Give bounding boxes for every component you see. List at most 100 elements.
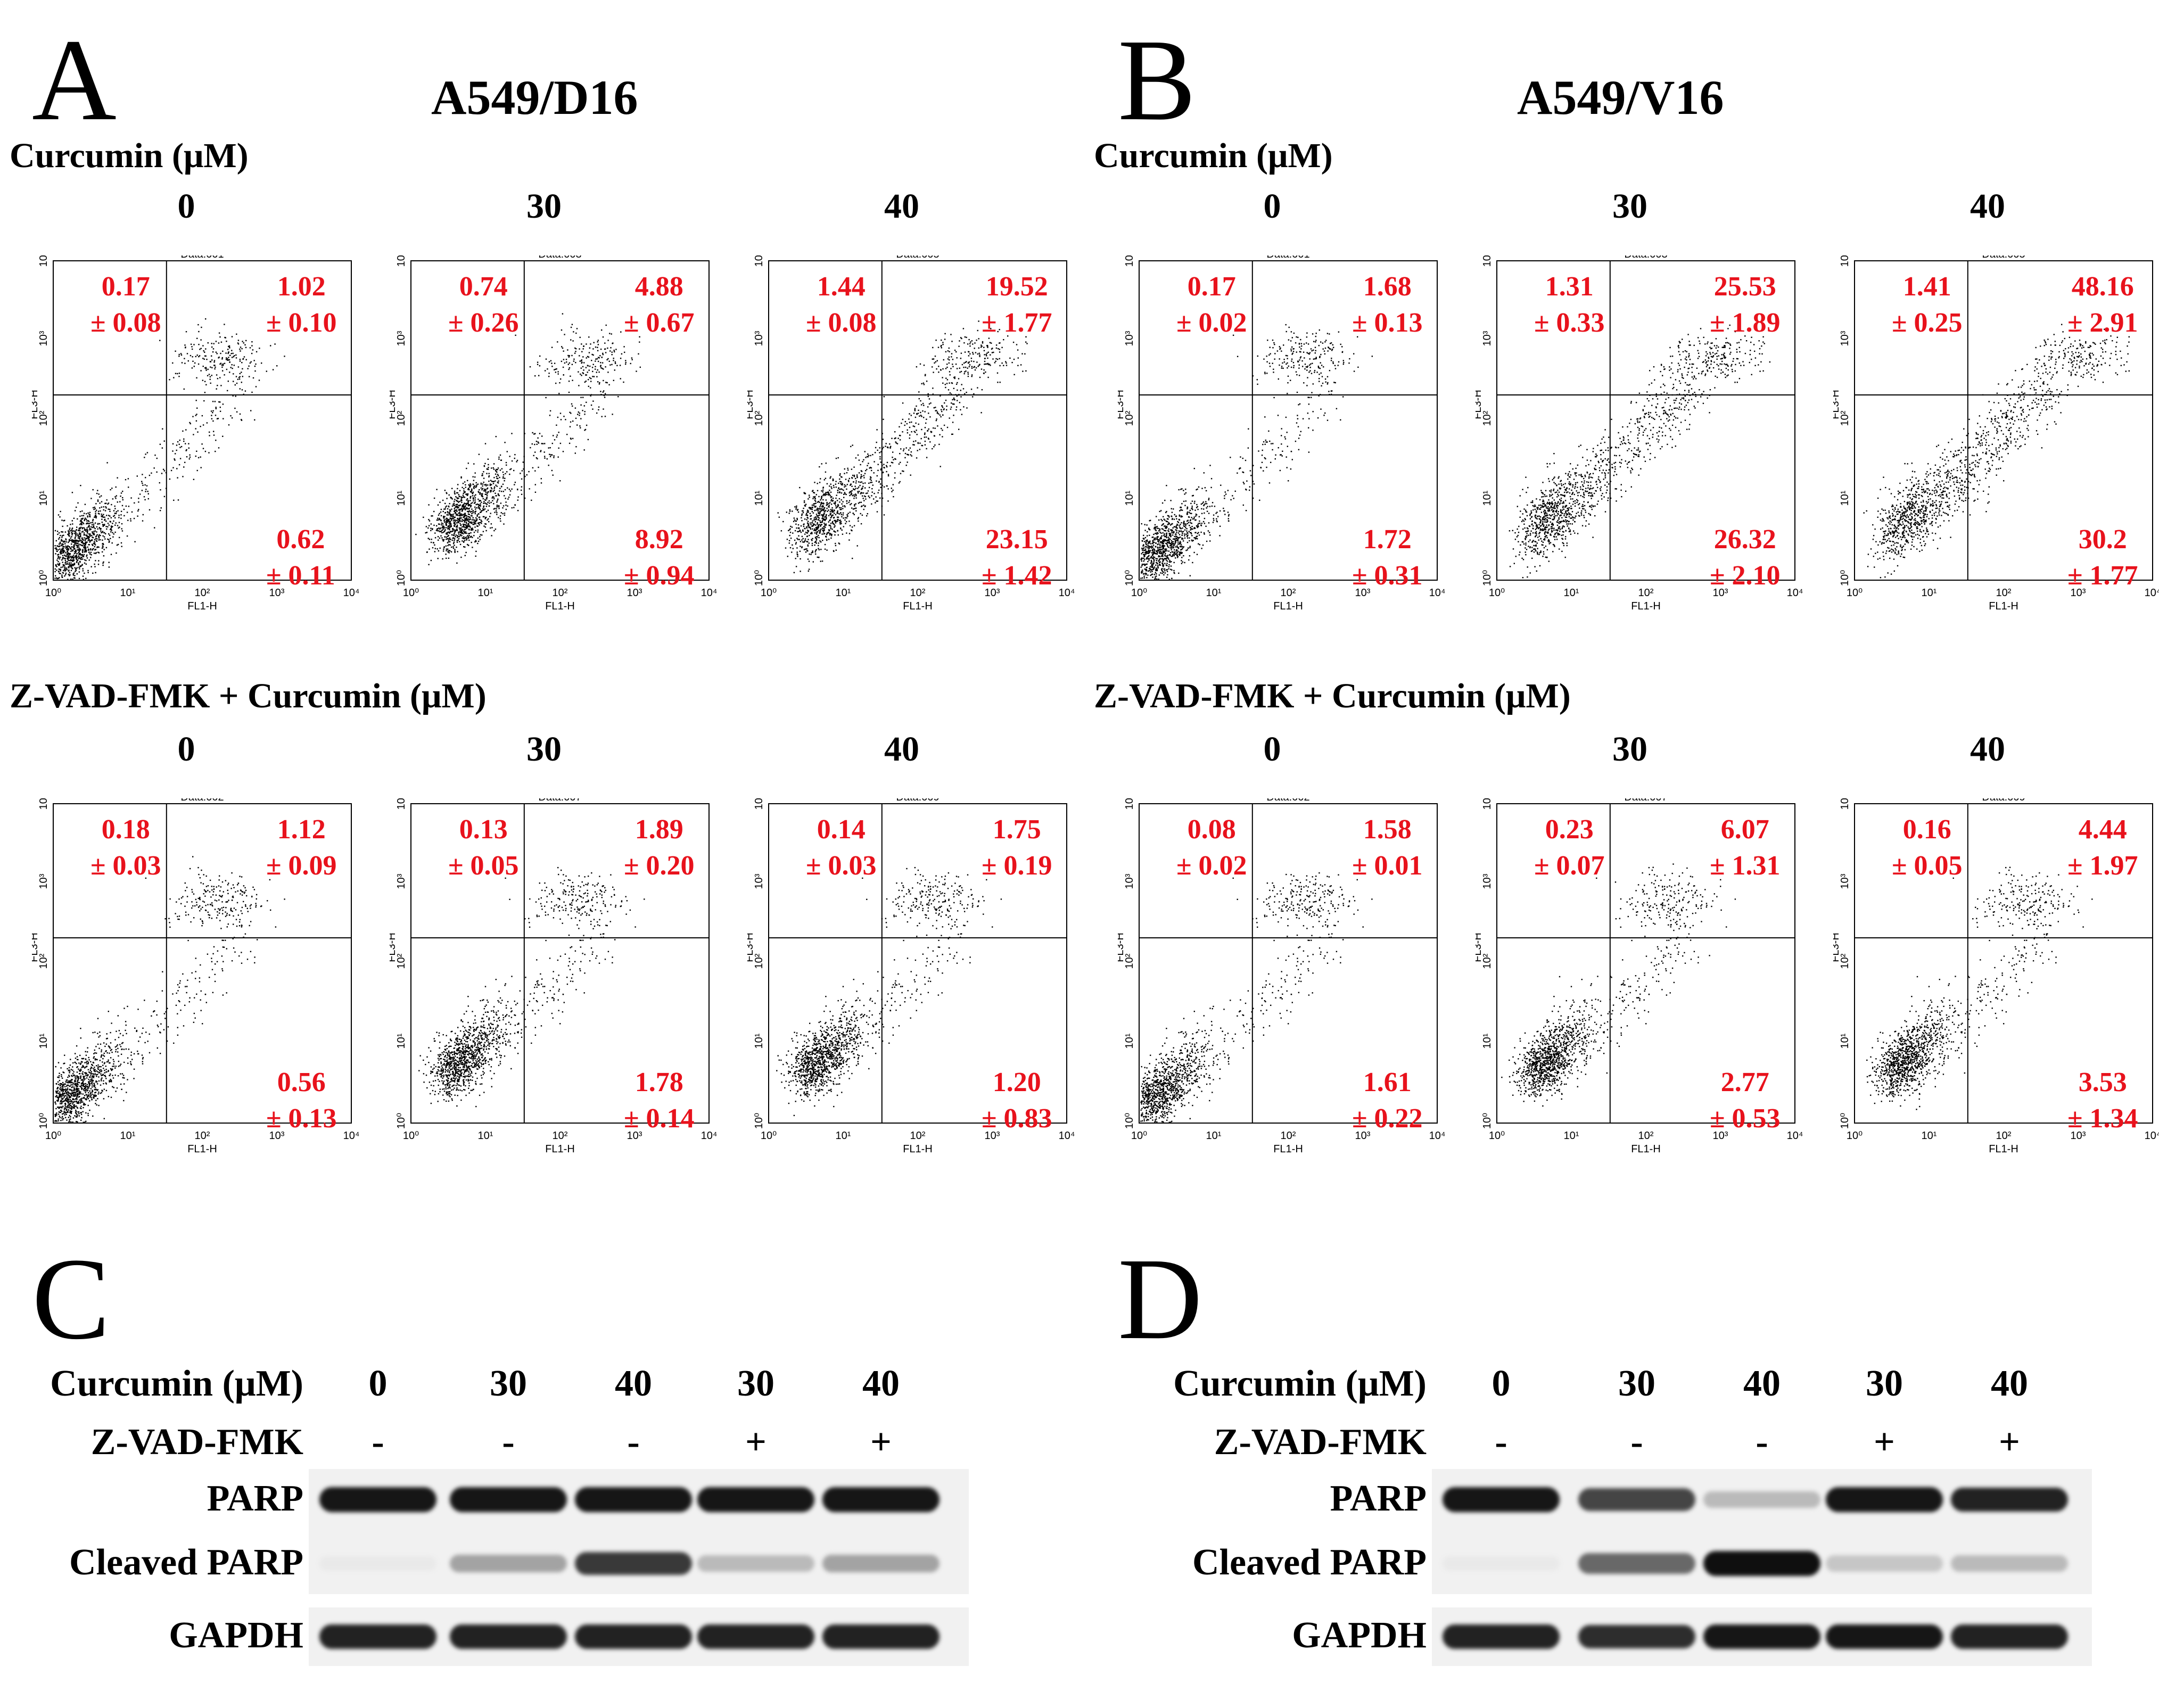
x-axis-label: FL1-H [1273, 1143, 1303, 1155]
scatter-points [776, 867, 1002, 1116]
x-tick-label: 10⁰ [761, 1130, 777, 1142]
band-parp [1443, 1487, 1560, 1512]
x-axis-label: FL1-H [1273, 600, 1303, 612]
y-tick-label: 10¹ [1839, 1033, 1851, 1049]
y-axis-label: FL3-H [32, 933, 40, 962]
quadrant-value-upper-left: 0.23 ± 0.07 [1534, 814, 1605, 881]
x-tick-label: 10² [195, 1130, 210, 1142]
band-label-gapdh: GAPDH [169, 1615, 303, 1656]
x-tick-label: 10³ [2071, 587, 2086, 599]
x-tick-label: 10⁴ [701, 587, 718, 599]
plot-frame [1854, 803, 2153, 1124]
x-tick-label: 10³ [269, 1130, 285, 1142]
y-tick-label: 10⁰ [1839, 1113, 1851, 1129]
quadrant-value-upper-right: 1.12 ± 0.09 [266, 814, 337, 881]
y-tick-label: 10¹ [753, 490, 765, 506]
conc-label-b-0-1: 30 [1612, 187, 1647, 226]
band-cleaved-parp [1703, 1550, 1820, 1577]
x-tick-label: 10⁰ [1489, 1130, 1505, 1142]
band-label-parp: PARP [207, 1478, 303, 1519]
x-tick-label: 10⁰ [45, 587, 61, 599]
quadrant-value-upper-left: 0.08 ± 0.02 [1176, 814, 1247, 881]
band-cleaved-parp [575, 1552, 692, 1575]
x-tick-label: 10¹ [478, 587, 493, 599]
x-tick-label: 10⁴ [1429, 587, 1446, 599]
row-heading-b-curcumin: Curcumin (μM) [1094, 136, 1333, 175]
y-tick-label: 10³ [1481, 331, 1493, 346]
lane-curcumin-value: 40 [1991, 1363, 2028, 1404]
y-tick-label: 10⁴ [1124, 798, 1135, 810]
x-tick-label: 10¹ [120, 1130, 136, 1142]
band-gapdh [1703, 1624, 1820, 1649]
quadrant-value-lower-right: 0.62 ± 0.11 [266, 524, 335, 591]
y-tick-label: 10² [753, 410, 765, 426]
x-tick-label: 10⁴ [1429, 1130, 1446, 1142]
scatter-points [415, 313, 641, 565]
band-cleaved-parp [822, 1554, 940, 1573]
band-gapdh [450, 1624, 567, 1649]
file-name-label: Data.005 [1982, 255, 2025, 260]
band-parp [450, 1487, 567, 1512]
y-tick-label: 10¹ [1481, 490, 1493, 506]
x-axis-label: FL1-H [545, 1143, 575, 1155]
lane-zvad-sign: - [502, 1422, 515, 1463]
x-tick-label: 10² [553, 587, 568, 599]
band-parp [1951, 1487, 2068, 1512]
quadrant-value-upper-left: 0.16 ± 0.05 [1892, 814, 1963, 881]
quadrant-value-upper-left: 1.41 ± 0.25 [1892, 271, 1963, 338]
x-tick-label: 10⁰ [403, 1130, 419, 1142]
quadrant-value-upper-left: 1.44 ± 0.08 [806, 271, 877, 338]
y-tick-label: 10⁰ [1481, 570, 1493, 586]
band-parp [1703, 1491, 1820, 1508]
x-axis-label: FL1-H [903, 600, 933, 612]
band-gapdh [1443, 1624, 1560, 1649]
band-gapdh [1826, 1624, 1943, 1649]
plot-frame [1496, 803, 1795, 1124]
x-tick-label: 10² [910, 1130, 926, 1142]
row-heading-a-curcumin: Curcumin (μM) [10, 136, 249, 175]
y-tick-label: 10⁴ [38, 798, 50, 810]
x-tick-label: 10² [1996, 587, 2012, 599]
y-tick-label: 10⁴ [1124, 255, 1135, 267]
quadrant-value-lower-right: 1.20 ± 0.83 [982, 1067, 1052, 1134]
y-tick-label: 10⁰ [753, 1113, 765, 1129]
y-tick-label: 10⁴ [1839, 255, 1851, 267]
band-gapdh [822, 1624, 940, 1649]
conc-label-a-1-0: 0 [177, 730, 195, 769]
x-tick-label: 10¹ [1564, 1130, 1579, 1142]
x-axis-label: FL1-H [1989, 1143, 2018, 1155]
y-tick-label: 10¹ [395, 490, 407, 506]
plot-frame [410, 803, 710, 1124]
x-tick-label: 10² [1281, 1130, 1296, 1142]
band-gapdh [575, 1624, 692, 1649]
scatter-points [54, 856, 285, 1123]
x-axis-label: FL1-H [545, 600, 575, 612]
x-tick-label: 10¹ [1206, 587, 1222, 599]
y-axis-label: FL3-H [747, 390, 755, 419]
quadrant-value-lower-right: 0.56 ± 0.13 [266, 1067, 337, 1134]
row-heading-b-zvad: Z-VAD-FMK + Curcumin (μM) [1094, 676, 1571, 715]
file-name-label: Data.007 [538, 798, 581, 803]
panel-letter-a: A [32, 15, 117, 145]
x-tick-label: 10² [553, 1130, 568, 1142]
y-tick-label: 10³ [1839, 331, 1851, 346]
y-tick-label: 10³ [395, 331, 407, 346]
band-gapdh [1951, 1624, 2068, 1649]
band-label-parp: PARP [1330, 1478, 1427, 1519]
x-tick-label: 10¹ [1922, 587, 1937, 599]
conc-label-a-0-1: 30 [526, 187, 562, 226]
file-name-label: Data.007 [1624, 798, 1667, 803]
x-tick-label: 10³ [1355, 587, 1371, 599]
lane-curcumin-value: 0 [368, 1363, 388, 1404]
y-tick-label: 10⁴ [753, 255, 765, 267]
band-gapdh [697, 1624, 814, 1649]
y-tick-label: 10⁴ [395, 798, 407, 810]
x-tick-label: 10⁴ [343, 1130, 360, 1142]
y-tick-label: 10¹ [38, 1033, 50, 1049]
y-tick-label: 10² [38, 410, 50, 426]
y-axis-label: FL3-H [1118, 390, 1126, 419]
